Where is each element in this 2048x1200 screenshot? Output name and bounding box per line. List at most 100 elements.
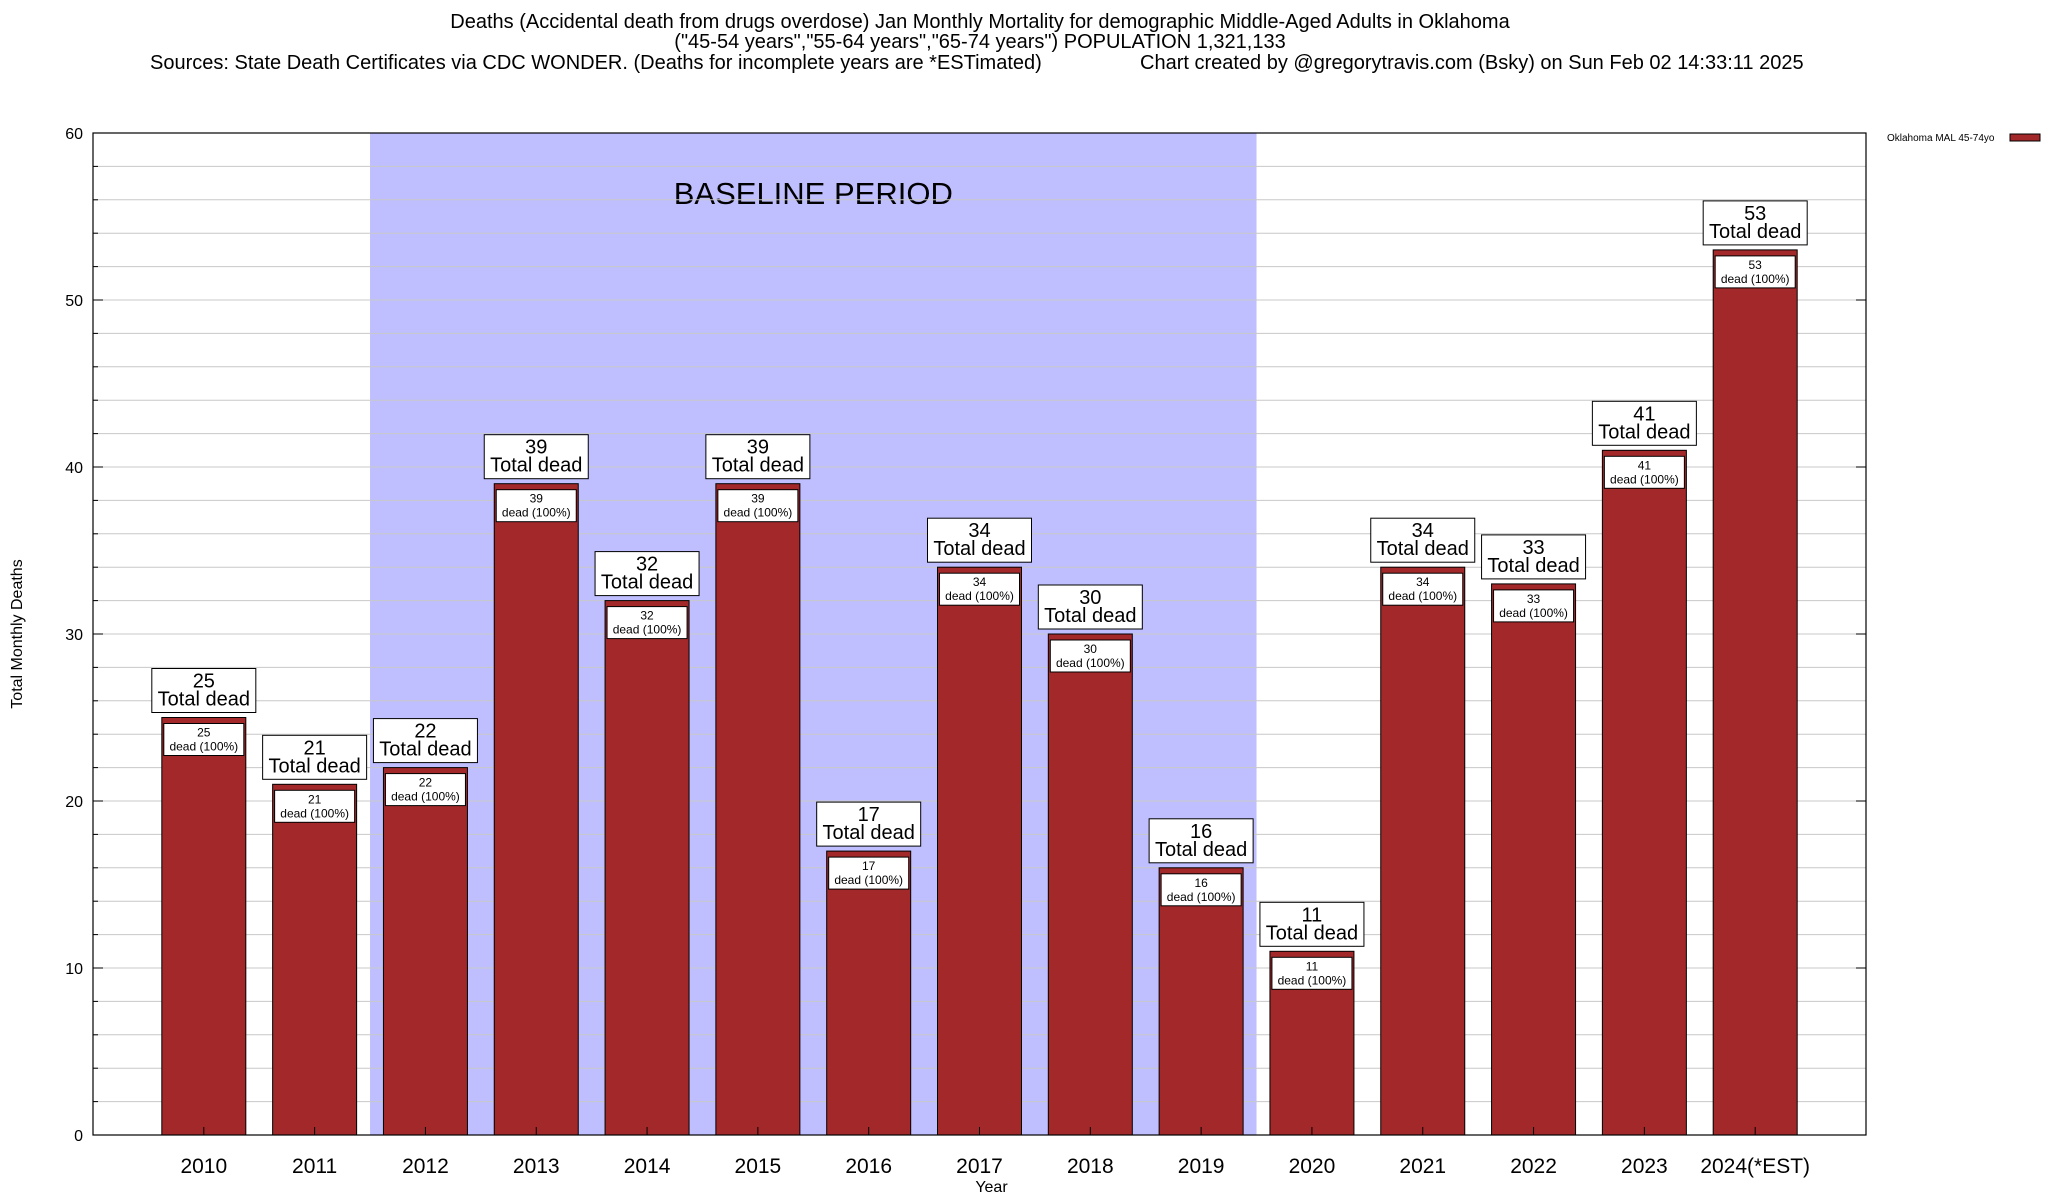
y-tick-label: 10 bbox=[65, 961, 83, 978]
y-tick-label: 30 bbox=[65, 627, 83, 644]
outer-label-box bbox=[1481, 534, 1587, 580]
y-tick-label: 40 bbox=[65, 460, 83, 477]
inner-label-value: 16 bbox=[1194, 876, 1208, 890]
bar-2015 bbox=[715, 483, 801, 1136]
inner-label-text: dead (100%) bbox=[502, 506, 571, 520]
outer-label-value: 34 bbox=[1412, 520, 1434, 542]
inner-label-text: dead (100%) bbox=[1610, 472, 1679, 486]
chart-credit: Chart created by @gregorytravis.com (Bsk… bbox=[1140, 52, 1804, 74]
x-axis-title: Year bbox=[975, 1179, 1008, 1196]
x-tick-label: 2018 bbox=[1067, 1155, 1114, 1178]
inner-label-box bbox=[1382, 572, 1464, 606]
outer-label-value: 41 bbox=[1633, 403, 1655, 425]
inner-label-box bbox=[384, 773, 466, 807]
inner-label-value: 34 bbox=[1416, 575, 1430, 589]
inner-label-value: 25 bbox=[197, 726, 211, 740]
inner-label-text: dead (100%) bbox=[1167, 890, 1236, 904]
outer-label-box bbox=[1591, 400, 1697, 446]
bar-2023 bbox=[1601, 449, 1687, 1136]
inner-label-value: 41 bbox=[1638, 458, 1652, 472]
outer-label-text: Total dead bbox=[158, 689, 250, 711]
inner-label-box bbox=[274, 789, 356, 823]
inner-label-box bbox=[717, 489, 799, 523]
bar-2022 bbox=[1491, 583, 1577, 1136]
outer-label-box bbox=[1148, 818, 1254, 864]
inner-label-value: 39 bbox=[530, 492, 544, 506]
inner-label-box bbox=[1160, 873, 1242, 907]
outer-label-text: Total dead bbox=[1709, 221, 1801, 243]
y-axis-title: Total Monthly Deaths bbox=[9, 559, 26, 708]
x-tick-label: 2019 bbox=[1178, 1155, 1225, 1178]
outer-label-text: Total dead bbox=[1155, 839, 1247, 861]
bar-2018 bbox=[1047, 633, 1133, 1136]
outer-label-box bbox=[1037, 584, 1143, 630]
inner-label-box bbox=[1271, 956, 1353, 990]
outer-label-value: 30 bbox=[1079, 587, 1101, 609]
outer-label-text: Total dead bbox=[823, 822, 915, 844]
inner-label-box bbox=[1603, 455, 1685, 489]
inner-label-value: 22 bbox=[419, 776, 433, 790]
outer-label-value: 22 bbox=[414, 721, 436, 743]
inner-label-value: 34 bbox=[973, 575, 987, 589]
outer-label-text: Total dead bbox=[1487, 555, 1579, 577]
inner-label-text: dead (100%) bbox=[280, 806, 349, 820]
outer-label-box bbox=[1370, 517, 1476, 563]
outer-label-text: Total dead bbox=[1598, 421, 1690, 443]
legend-swatch bbox=[2009, 133, 2041, 142]
outer-label-box bbox=[372, 718, 478, 764]
inner-label-text: dead (100%) bbox=[613, 623, 682, 637]
outer-label-box bbox=[927, 517, 1032, 563]
outer-label-value: 33 bbox=[1522, 537, 1544, 559]
outer-label-box bbox=[151, 668, 257, 713]
x-tick-label: 2022 bbox=[1510, 1155, 1557, 1178]
inner-label-box bbox=[1049, 639, 1131, 673]
inner-label-box bbox=[163, 723, 245, 756]
outer-label-box bbox=[1259, 901, 1365, 947]
x-tick-label: 2015 bbox=[735, 1155, 782, 1178]
x-tick-label: 2014 bbox=[624, 1155, 671, 1178]
chart-title: Deaths (Accidental death from drugs over… bbox=[0, 12, 1960, 52]
outer-label-value: 16 bbox=[1190, 821, 1212, 843]
inner-label-text: dead (100%) bbox=[1388, 589, 1457, 603]
y-tick-label: 60 bbox=[65, 126, 83, 143]
inner-label-value: 21 bbox=[308, 792, 322, 806]
bar-2011 bbox=[272, 783, 358, 1136]
x-tick-label: 2013 bbox=[513, 1155, 560, 1178]
bar-2014 bbox=[604, 600, 690, 1136]
outer-label-text: Total dead bbox=[933, 538, 1025, 560]
inner-label-text: dead (100%) bbox=[834, 873, 903, 887]
outer-label-box bbox=[262, 734, 368, 780]
sources-note: Sources: State Death Certificates via CD… bbox=[150, 52, 1042, 74]
inner-label-text: dead (100%) bbox=[391, 790, 460, 804]
bar-2010 bbox=[161, 717, 247, 1136]
outer-label-text: Total dead bbox=[379, 739, 471, 761]
bar-2012 bbox=[382, 767, 468, 1136]
outer-label-text: Total dead bbox=[1266, 922, 1358, 944]
legend-label: Oklahoma MAL 45-74yo bbox=[1887, 133, 1995, 144]
x-tick-label: 2020 bbox=[1289, 1155, 1336, 1178]
x-tick-label: 2016 bbox=[845, 1155, 892, 1178]
inner-label-value: 33 bbox=[1527, 592, 1541, 606]
outer-label-text: Total dead bbox=[1044, 605, 1136, 627]
inner-label-text: dead (100%) bbox=[169, 740, 238, 754]
inner-label-value: 39 bbox=[751, 492, 765, 506]
inner-label-value: 17 bbox=[862, 859, 876, 873]
outer-label-box bbox=[705, 434, 811, 480]
outer-label-value: 25 bbox=[193, 671, 215, 693]
plot-frame bbox=[92, 132, 1867, 1136]
y-tick-label: 0 bbox=[74, 1128, 83, 1145]
outer-label-box bbox=[483, 434, 589, 480]
outer-label-text: Total dead bbox=[490, 455, 582, 477]
outer-label-text: Total dead bbox=[1377, 538, 1469, 560]
inner-label-text: dead (100%) bbox=[1056, 656, 1125, 670]
inner-label-value: 32 bbox=[640, 609, 654, 623]
outer-label-value: 11 bbox=[1302, 904, 1323, 926]
inner-label-box bbox=[1493, 589, 1575, 623]
outer-label-value: 39 bbox=[747, 437, 769, 459]
bar-2021 bbox=[1380, 566, 1466, 1136]
inner-label-value: 30 bbox=[1084, 642, 1098, 656]
inner-label-box bbox=[495, 489, 577, 523]
x-tick-label: 2012 bbox=[402, 1155, 449, 1178]
inner-label-text: dead (100%) bbox=[945, 589, 1014, 603]
